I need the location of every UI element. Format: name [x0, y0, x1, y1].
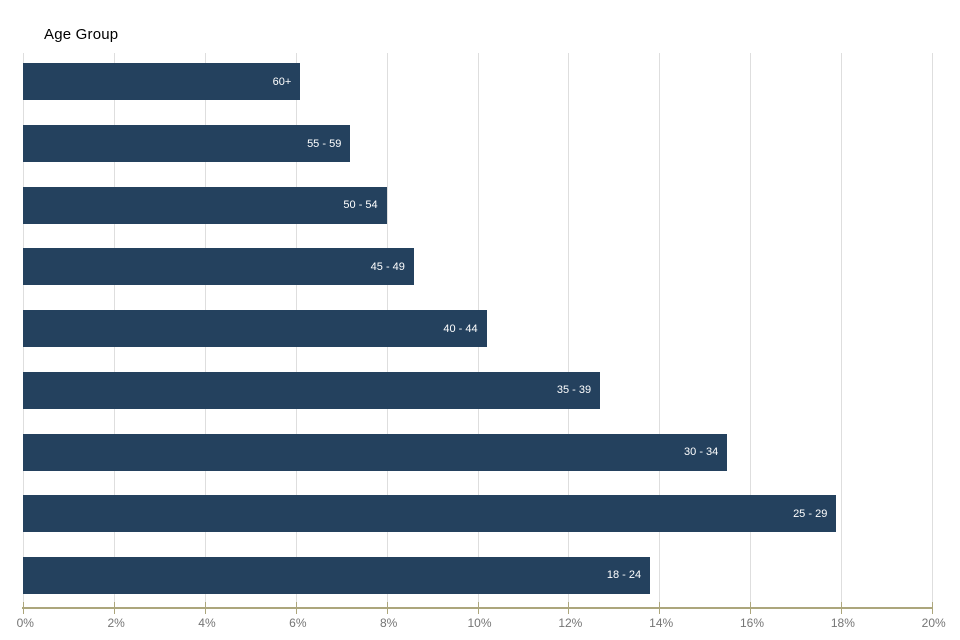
x-axis-tick-label: 20% — [921, 616, 946, 630]
chart-title: Age Group — [44, 26, 119, 43]
bar-label: 50 - 54 — [343, 199, 378, 212]
bar[interactable]: 35 - 39 — [23, 371, 601, 409]
x-axis-tick-label: 18% — [830, 616, 855, 630]
bar[interactable]: 40 - 44 — [23, 310, 487, 348]
gridline — [568, 53, 570, 607]
gridline — [659, 53, 661, 607]
x-axis-tick — [931, 602, 933, 614]
x-axis-tick-label: 6% — [289, 616, 307, 630]
bar[interactable]: 60+ — [23, 63, 301, 101]
bar[interactable]: 25 - 29 — [23, 495, 837, 533]
bar[interactable]: 55 - 59 — [23, 125, 351, 162]
x-axis-line — [22, 607, 933, 609]
x-axis-tick-label: 12% — [558, 616, 583, 630]
bar[interactable]: 50 - 54 — [23, 186, 387, 224]
x-axis-tick — [477, 602, 479, 614]
gridline — [840, 53, 842, 607]
x-axis-tick — [386, 602, 388, 614]
bar-label: 40 - 44 — [443, 322, 478, 335]
x-axis-tick — [659, 602, 661, 614]
x-axis-tick-label: 10% — [467, 616, 492, 630]
x-axis-tick-label: 8% — [379, 616, 398, 630]
x-axis-tick-label: 16% — [740, 616, 765, 630]
x-axis-tick — [840, 602, 842, 614]
gridline — [931, 53, 933, 607]
x-axis-tick-label: 2% — [107, 616, 125, 630]
bar-label: 55 - 59 — [307, 137, 342, 150]
bar-label: 30 - 34 — [684, 446, 719, 458]
bar[interactable]: 18 - 24 — [23, 556, 651, 594]
x-axis-tick — [568, 602, 570, 614]
bar-label: 60+ — [272, 75, 292, 88]
x-axis-tick-label: 0% — [16, 616, 34, 630]
x-axis-tick — [750, 602, 752, 614]
x-axis-tick — [204, 602, 206, 614]
bar-label: 18 - 24 — [606, 569, 642, 582]
bar[interactable]: 30 - 34 — [23, 433, 728, 471]
x-axis-tick-label: 4% — [198, 616, 216, 630]
x-axis-tick — [23, 602, 25, 614]
gridline — [750, 53, 752, 607]
bar-label: 35 - 39 — [556, 384, 592, 397]
bar-label: 45 - 49 — [370, 260, 405, 273]
bar[interactable]: 45 - 49 — [23, 248, 414, 286]
x-axis-tick-label: 14% — [649, 616, 674, 630]
bar-label: 25 - 29 — [793, 507, 828, 520]
x-axis-tick — [114, 602, 116, 614]
x-axis-tick — [295, 602, 297, 614]
